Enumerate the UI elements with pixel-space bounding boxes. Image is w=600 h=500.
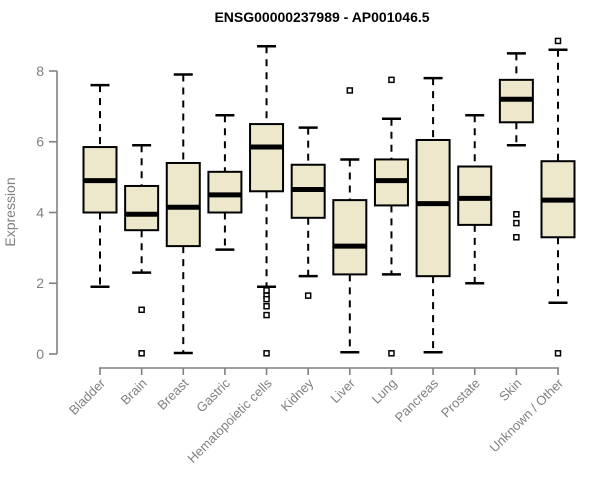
outlier-point <box>263 302 270 310</box>
y-axis-label: Expression <box>2 177 18 246</box>
x-tick-label: Lung <box>369 376 400 407</box>
y-tick-label: 0 <box>36 346 44 362</box>
boxplot-group <box>249 44 285 357</box>
outlier-point <box>388 76 395 84</box>
chart-title: ENSG00000237989 - AP001046.5 <box>214 9 429 25</box>
outlier-point <box>554 37 562 45</box>
outlier-point <box>513 211 520 218</box>
x-tick-label: Skin <box>496 376 524 404</box>
x-tick-label: Breast <box>154 375 191 412</box>
outlier-point <box>263 350 270 357</box>
boxplot-series <box>82 37 576 357</box>
outlier-point <box>346 87 354 94</box>
x-tick-label: Prostate <box>438 376 483 421</box>
x-tick-label: Pancreas <box>392 375 442 425</box>
x-tick-label: Liver <box>327 375 358 406</box>
iqr-box <box>457 165 493 226</box>
y-tick-label: 8 <box>36 63 44 79</box>
iqr-box <box>165 161 201 248</box>
iqr-box <box>207 170 243 214</box>
boxplot-group <box>457 113 493 285</box>
outlier-point <box>263 295 270 303</box>
x-tick-label: Unknown / Other <box>487 375 567 455</box>
boxplot-group <box>373 76 409 357</box>
iqr-box <box>332 199 368 276</box>
boxplot-group <box>415 76 451 354</box>
boxplot-group <box>165 73 201 355</box>
outlier-point <box>304 292 312 299</box>
boxplot-group <box>82 83 118 289</box>
outlier-point <box>513 234 520 241</box>
boxplot-group <box>332 87 368 354</box>
y-tick-label: 6 <box>36 134 44 150</box>
iqr-box <box>124 184 160 232</box>
x-tick-label: Brain <box>118 376 150 408</box>
outlier-point <box>263 311 270 319</box>
boxplot-group <box>290 126 326 299</box>
boxplot-group <box>498 52 534 241</box>
outlier-point <box>263 287 270 294</box>
outlier-point <box>554 350 562 357</box>
boxplot-group <box>207 113 243 251</box>
x-tick-label: Bladder <box>66 375 109 418</box>
outlier-point <box>513 219 520 227</box>
y-tick-label: 4 <box>36 204 44 220</box>
boxplot-group <box>540 37 576 357</box>
x-tick-label: Kidney <box>278 375 317 414</box>
iqr-box <box>415 138 451 278</box>
y-tick-label: 2 <box>36 275 44 291</box>
x-tick-label: Gastric <box>193 375 233 415</box>
boxplot-group <box>124 144 160 357</box>
outlier-point <box>388 350 395 357</box>
iqr-box <box>249 123 285 193</box>
outlier-point <box>138 306 145 314</box>
outlier-point <box>138 350 145 357</box>
